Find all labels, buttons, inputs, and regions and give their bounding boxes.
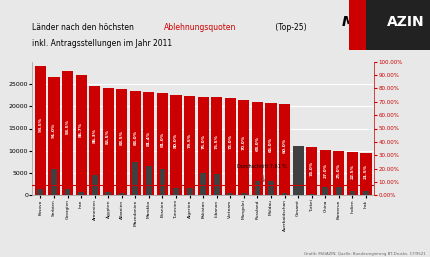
Text: 27.0%: 27.0% — [323, 163, 327, 178]
Text: 65.0%: 65.0% — [269, 137, 273, 152]
Bar — [282, 193, 288, 195]
Text: 81.0%: 81.0% — [160, 131, 165, 146]
Bar — [309, 194, 315, 195]
Bar — [252, 102, 263, 195]
Text: 80.0%: 80.0% — [174, 133, 178, 148]
Bar — [89, 86, 100, 195]
Text: 81.4%: 81.4% — [147, 131, 151, 146]
Text: 83.0%: 83.0% — [133, 130, 137, 145]
Text: 86.3%: 86.3% — [92, 128, 97, 143]
Bar — [62, 71, 73, 195]
Text: 85.5%: 85.5% — [106, 129, 110, 144]
Bar — [35, 66, 46, 195]
Bar — [360, 153, 372, 195]
Text: Länder nach den höchsten: Länder nach den höchsten — [32, 23, 136, 32]
Text: 72.0%: 72.0% — [228, 134, 232, 150]
Text: 79.5%: 79.5% — [187, 133, 192, 148]
Bar — [64, 189, 71, 195]
Bar — [363, 191, 369, 195]
Text: 68.0%: 68.0% — [255, 136, 259, 151]
Bar — [238, 99, 249, 195]
Text: 86.7%: 86.7% — [79, 122, 83, 137]
Text: Mi: Mi — [342, 15, 360, 29]
Bar — [347, 152, 358, 195]
Bar — [160, 169, 166, 195]
Bar — [37, 189, 43, 195]
Bar — [211, 97, 222, 195]
Bar — [268, 181, 274, 195]
Bar — [170, 95, 181, 195]
Text: 70.0%: 70.0% — [242, 135, 246, 150]
Bar — [322, 187, 328, 195]
Bar — [132, 162, 138, 195]
Bar — [105, 192, 111, 195]
Text: 21.5%: 21.5% — [364, 164, 368, 179]
Bar — [336, 187, 342, 195]
Bar — [227, 193, 233, 195]
Bar — [292, 146, 304, 195]
Bar — [92, 175, 98, 195]
Text: G: G — [370, 15, 381, 29]
Text: Grafik: MiGAZIN; Quelle: Bundesregierung BT-Drucks. 17/9521: Grafik: MiGAZIN; Quelle: Bundesregierung… — [304, 252, 426, 256]
Bar — [130, 91, 141, 195]
Text: AZIN: AZIN — [387, 15, 424, 29]
Bar — [319, 150, 331, 195]
Text: inkl. Antragsstellungen im Jahr 2011: inkl. Antragsstellungen im Jahr 2011 — [32, 39, 172, 48]
Bar — [76, 75, 87, 195]
Bar — [146, 166, 152, 195]
Bar — [49, 77, 59, 195]
Bar — [214, 174, 220, 195]
Bar — [157, 93, 168, 195]
Bar — [173, 188, 179, 195]
Text: 60.0%: 60.0% — [283, 137, 286, 153]
Bar — [78, 192, 84, 195]
Bar — [241, 193, 247, 195]
Text: 22.5%: 22.5% — [350, 164, 354, 179]
Text: Ablehnungsquoten: Ablehnungsquoten — [164, 23, 236, 32]
Bar — [119, 193, 125, 195]
Bar — [143, 92, 154, 195]
Bar — [198, 97, 209, 195]
Bar — [333, 151, 344, 195]
Text: 88.5%: 88.5% — [65, 119, 70, 134]
Bar — [225, 98, 236, 195]
Bar — [116, 89, 127, 195]
Bar — [103, 88, 114, 195]
Bar — [184, 96, 195, 195]
Text: 93.5%: 93.5% — [38, 117, 43, 132]
Text: 75.5%: 75.5% — [215, 134, 219, 149]
Bar — [265, 103, 276, 195]
Bar — [306, 147, 317, 195]
Text: (Top-25): (Top-25) — [273, 23, 307, 32]
Text: 74.0%: 74.0% — [310, 161, 314, 177]
Bar — [187, 188, 193, 195]
Bar — [200, 173, 206, 195]
Bar — [255, 181, 260, 195]
Text: 91.0%: 91.0% — [52, 123, 56, 138]
Text: 25.0%: 25.0% — [337, 163, 341, 178]
Text: 83.5%: 83.5% — [120, 130, 124, 144]
Text: Durchschnitt 7,61 %: Durchschnitt 7,61 % — [237, 164, 287, 182]
Text: 76.0%: 76.0% — [201, 134, 205, 149]
Bar — [350, 191, 355, 195]
Bar — [279, 104, 290, 195]
Bar — [51, 169, 57, 195]
